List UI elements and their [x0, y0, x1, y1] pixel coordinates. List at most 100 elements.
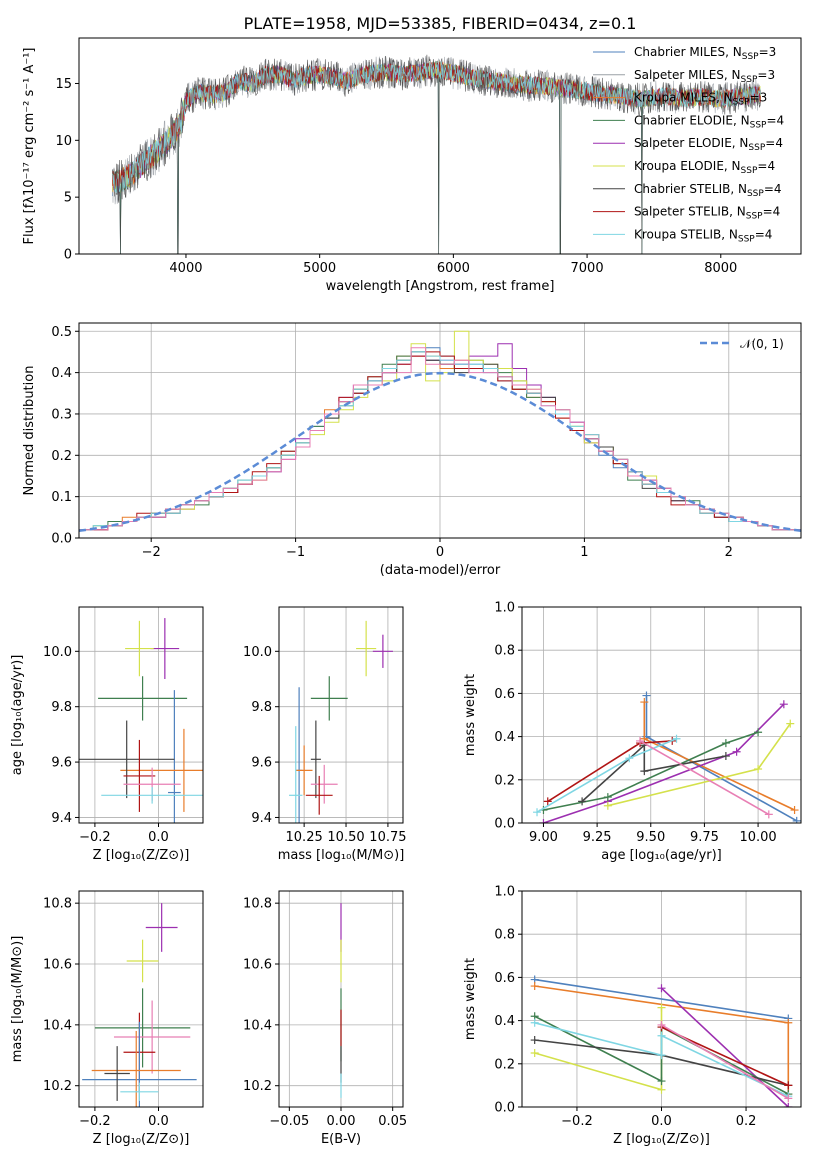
legend-text: Salpeter STELIB, N	[634, 205, 746, 219]
axes-frame: −0.2 0.0 0.2 0.0 0.2 0.4 0.6 0.8 1.0 Z [log₁₀(Z/Z…	[463, 885, 802, 1147]
series-marker	[625, 754, 634, 763]
series-pink	[657, 1020, 793, 1103]
legend-label: Kroupa STELIB, NSSP=4	[634, 227, 772, 244]
series-marker	[642, 691, 651, 700]
x-tick-label: 0.0	[148, 830, 169, 845]
legend-subscript: SSP	[741, 166, 758, 176]
y-axis-label: age [log₁₀(age/yr)]	[10, 655, 25, 776]
grid-lines	[279, 607, 403, 823]
legend-label: 𝒩(0, 1)	[740, 337, 784, 351]
errorbar-pink	[113, 1000, 191, 1074]
axes-frame: −0.2 0.0 10.2 10.4 10.6 10.8 Z [log₁₀(Z/Z⊙)] ma…	[10, 890, 204, 1147]
x-axis-label: Z [log₁₀(Z/Z⊙)]	[613, 1132, 710, 1147]
x-tick-label: 9.00	[529, 830, 558, 845]
series-line	[543, 703, 785, 823]
series-marker	[786, 719, 795, 728]
normal-curve	[79, 371, 801, 533]
series-marker	[533, 808, 542, 817]
y-tick-label: 0.2	[494, 1057, 515, 1072]
y-tick-label: 10.0	[43, 645, 72, 660]
x-tick-label: −0.05	[269, 1114, 309, 1129]
y-tick-label: 0.4	[51, 366, 72, 381]
series-marker	[530, 1036, 539, 1045]
x-tick-label: 0.0	[651, 1114, 672, 1129]
y-tick-label: 9.4	[251, 811, 272, 826]
y-axis-label: Flux [fλ10⁻¹⁷ erg cm⁻² s⁻¹ A⁻¹]	[22, 48, 37, 245]
series-marker	[530, 982, 539, 991]
y-tick-label: 9.8	[51, 700, 72, 715]
errorbar-kroupa-stelib	[120, 1082, 159, 1101]
legend-label: Chabrier ELODIE, NSSP=4	[634, 113, 784, 130]
grid-lines	[79, 607, 203, 823]
series-salpeter-stelib	[657, 1023, 793, 1090]
series-marker	[603, 801, 612, 810]
series-marker	[732, 747, 741, 756]
legend-subscript: SSP	[747, 189, 764, 199]
legend-label: Kroupa ELODIE, NSSP=4	[634, 159, 775, 176]
y-tick-label: 0.4	[494, 1014, 515, 1029]
y-tick-label: 10.0	[243, 645, 272, 660]
axes-border	[78, 890, 204, 1108]
x-tick-label: 0	[436, 545, 444, 560]
errorbar-chabrier-elodie	[98, 676, 188, 721]
legend-label: Chabrier MILES, NSSP=3	[634, 45, 776, 62]
plot-area	[79, 330, 801, 533]
spectrum-line-salpeter-stelib	[112, 61, 761, 188]
y-tick-label: 0.6	[494, 687, 515, 702]
y-tick-label: 0.8	[494, 928, 515, 943]
x-tick-label: 8000	[704, 261, 737, 276]
axes-frame: 10.25 10.50 10.75 9.4 9.6 9.8 10.0 mass [log₁₀(…	[243, 606, 407, 863]
legend-subscript: SSP	[741, 75, 758, 85]
legend-tail: =4	[757, 159, 775, 173]
legend-tail: =3	[750, 91, 768, 105]
errorbar-salpeter-elodie	[372, 634, 393, 668]
legend-text: Kroupa MILES, N	[634, 91, 733, 105]
y-tick-label: 9.8	[251, 700, 272, 715]
x-tick-label: 6000	[437, 261, 470, 276]
legend-label: Salpeter MILES, NSSP=3	[634, 68, 775, 85]
errorbar-kroupa-elodie	[126, 939, 159, 983]
y-tick-label: 10.8	[243, 897, 272, 912]
spectrum-line-chabrier-stelib	[112, 54, 761, 254]
errorbar-kroupa-miles	[295, 745, 313, 796]
x-tick-label: −0.2	[561, 1114, 593, 1129]
y-tick-label: 10	[55, 134, 72, 149]
series-marker	[792, 816, 801, 823]
residuals-panel: −2 −1 0 1 2 0.0 0.1 0.2 0.3 0.4 0.5 (data-model)/er…	[22, 322, 802, 578]
series-marker	[636, 736, 645, 745]
series-kroupa-elodie	[603, 719, 795, 810]
series-marker	[657, 1077, 666, 1086]
legend-subscript: SSP	[742, 52, 759, 62]
y-axis-label: Normed distribution	[22, 366, 37, 496]
axes-border	[78, 37, 802, 255]
series-marker	[779, 700, 788, 709]
errorbar-chabrier-stelib	[310, 720, 321, 799]
x-tick-label: 9.50	[636, 830, 665, 845]
y-tick-label: 0.0	[494, 1101, 515, 1116]
x-tick-label: 7000	[571, 261, 604, 276]
x-axis-label: wavelength [Angstrom, rest frame]	[326, 279, 555, 294]
series-marker	[657, 1031, 666, 1040]
axes-border	[278, 606, 404, 824]
legend-subscript: SSP	[750, 120, 767, 130]
legend-label: Salpeter ELODIE, NSSP=4	[634, 136, 783, 153]
y-tick-label: 10.8	[43, 897, 72, 912]
x-tick-label: 10.25	[286, 830, 323, 845]
x-axis-label: Z [log₁₀(Z/Z⊙)]	[93, 1132, 190, 1147]
y-tick-label: 0.8	[494, 644, 515, 659]
y-tick-label: 0.2	[51, 449, 72, 464]
x-tick-label: −0.2	[79, 830, 111, 845]
axes-border	[78, 606, 204, 824]
axes-frame: 4000 5000 6000 7000 8000 0 5 10 15 wavelength [An…	[22, 37, 802, 294]
axes-frame: −0.05 0.00 0.05 10.2 10.4 10.6 10.8 E(B-V)	[243, 890, 407, 1147]
legend-text: Chabrier MILES, N	[634, 45, 742, 59]
errorbar-kroupa-miles	[91, 1030, 181, 1107]
x-tick-label: 0.00	[327, 1114, 356, 1129]
spectrum-line-salpeter-elodie	[112, 62, 761, 194]
y-tick-label: 10.4	[43, 1018, 72, 1033]
y-tick-label: 0.0	[51, 532, 72, 547]
axes-frame: 9.00 9.25 9.50 9.75 10.00 0.0 0.2 0.4 0.6 0.8 1.0 a…	[463, 601, 802, 863]
series-line	[661, 1024, 789, 1100]
y-tick-label: 9.6	[51, 756, 72, 771]
